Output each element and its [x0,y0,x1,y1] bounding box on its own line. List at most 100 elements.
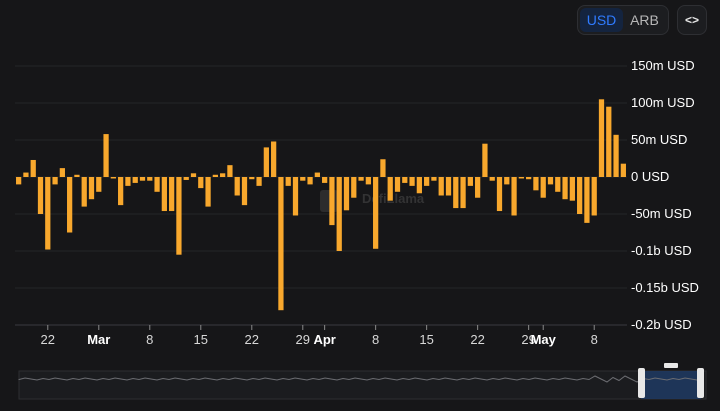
bar[interactable] [336,177,342,251]
bar[interactable] [256,177,262,186]
bar[interactable] [569,177,575,201]
bar[interactable] [402,177,408,183]
bar[interactable] [263,147,269,177]
bar[interactable] [373,177,379,249]
bar[interactable] [358,177,364,181]
brush-handle-left[interactable] [638,368,645,398]
bar[interactable] [518,177,524,179]
bar[interactable] [526,177,532,180]
bar[interactable] [205,177,211,207]
bar[interactable] [220,173,226,177]
bar[interactable] [227,165,233,177]
bar[interactable] [88,177,95,200]
bar[interactable] [300,177,306,181]
bar[interactable] [147,177,153,181]
bar[interactable] [533,177,539,191]
bar[interactable] [453,177,459,209]
bar[interactable] [322,177,328,183]
bar[interactable] [380,159,386,177]
x-tick-label: 29 [296,332,310,347]
bar[interactable] [387,177,393,201]
embed-code-icon[interactable]: <> [677,5,707,35]
bar[interactable] [394,177,401,192]
bar[interactable] [183,177,189,180]
currency-option-usd[interactable]: USD [580,8,623,32]
brush-handle-right[interactable] [697,368,704,398]
bar[interactable] [139,177,146,181]
bar[interactable] [431,177,437,181]
bar[interactable] [314,172,320,177]
brush-grip-icon[interactable] [664,363,678,368]
watermark-logo-icon [320,190,338,212]
bar[interactable] [125,177,131,186]
x-tick-label: 8 [146,332,153,347]
bar[interactable] [154,177,160,192]
bar[interactable] [511,177,517,216]
bar[interactable] [416,177,422,194]
bar[interactable] [438,177,444,196]
bar[interactable] [496,177,503,212]
currency-option-arb[interactable]: ARB [630,12,659,28]
bar[interactable] [547,177,554,185]
bar[interactable] [555,177,561,192]
bar[interactable] [613,134,619,177]
bar[interactable] [307,177,313,185]
y-axis: 150m USD 100m USD 50m USD 0 USD -50m USD -0.1… [631,58,699,332]
bar[interactable] [467,177,473,186]
bar[interactable] [241,177,248,206]
x-tick-label: 15 [194,332,208,347]
bar[interactable] [81,177,87,207]
bar[interactable] [67,177,73,233]
bar[interactable] [620,163,626,177]
bar[interactable] [606,106,612,177]
y-tick-label: -50m USD [631,206,692,221]
bar[interactable] [30,159,36,177]
y-tick-label: 100m USD [631,95,695,110]
bar[interactable] [198,177,204,189]
bar[interactable] [118,177,124,206]
bar[interactable] [409,177,415,186]
bar[interactable] [329,177,335,226]
bar[interactable] [190,173,197,177]
bar[interactable] [598,99,605,177]
bar[interactable] [249,177,255,180]
bar[interactable] [52,177,58,185]
bar[interactable] [343,177,350,211]
bar[interactable] [110,177,116,179]
bar[interactable] [351,177,357,198]
bar[interactable] [482,143,488,177]
brush-selection[interactable] [641,371,701,399]
bar[interactable] [96,177,102,192]
bar[interactable] [540,177,546,198]
bar[interactable] [45,177,51,250]
bar[interactable] [161,177,167,212]
bar[interactable] [23,172,29,177]
bar[interactable] [278,177,284,311]
bar[interactable] [424,177,430,186]
bar[interactable] [489,177,495,181]
bar[interactable] [460,177,466,209]
bar[interactable] [584,177,590,223]
bar[interactable] [577,177,583,214]
bar[interactable] [74,174,80,177]
bar[interactable] [591,177,597,216]
bar[interactable] [169,177,175,212]
bar[interactable] [475,177,481,198]
range-brush[interactable] [18,363,707,400]
bar[interactable] [504,177,510,185]
bar[interactable] [212,174,218,177]
bar[interactable] [271,141,277,177]
bar[interactable] [562,177,568,200]
bar[interactable] [59,168,65,177]
bar[interactable] [176,177,182,255]
bar[interactable] [234,177,240,196]
bar[interactable] [292,177,299,216]
bar[interactable] [285,177,291,186]
bar[interactable] [103,134,109,177]
bar[interactable] [132,177,138,183]
bar[interactable] [16,177,22,185]
bar[interactable] [445,177,452,196]
bar[interactable] [365,177,371,185]
bar[interactable] [37,177,44,214]
